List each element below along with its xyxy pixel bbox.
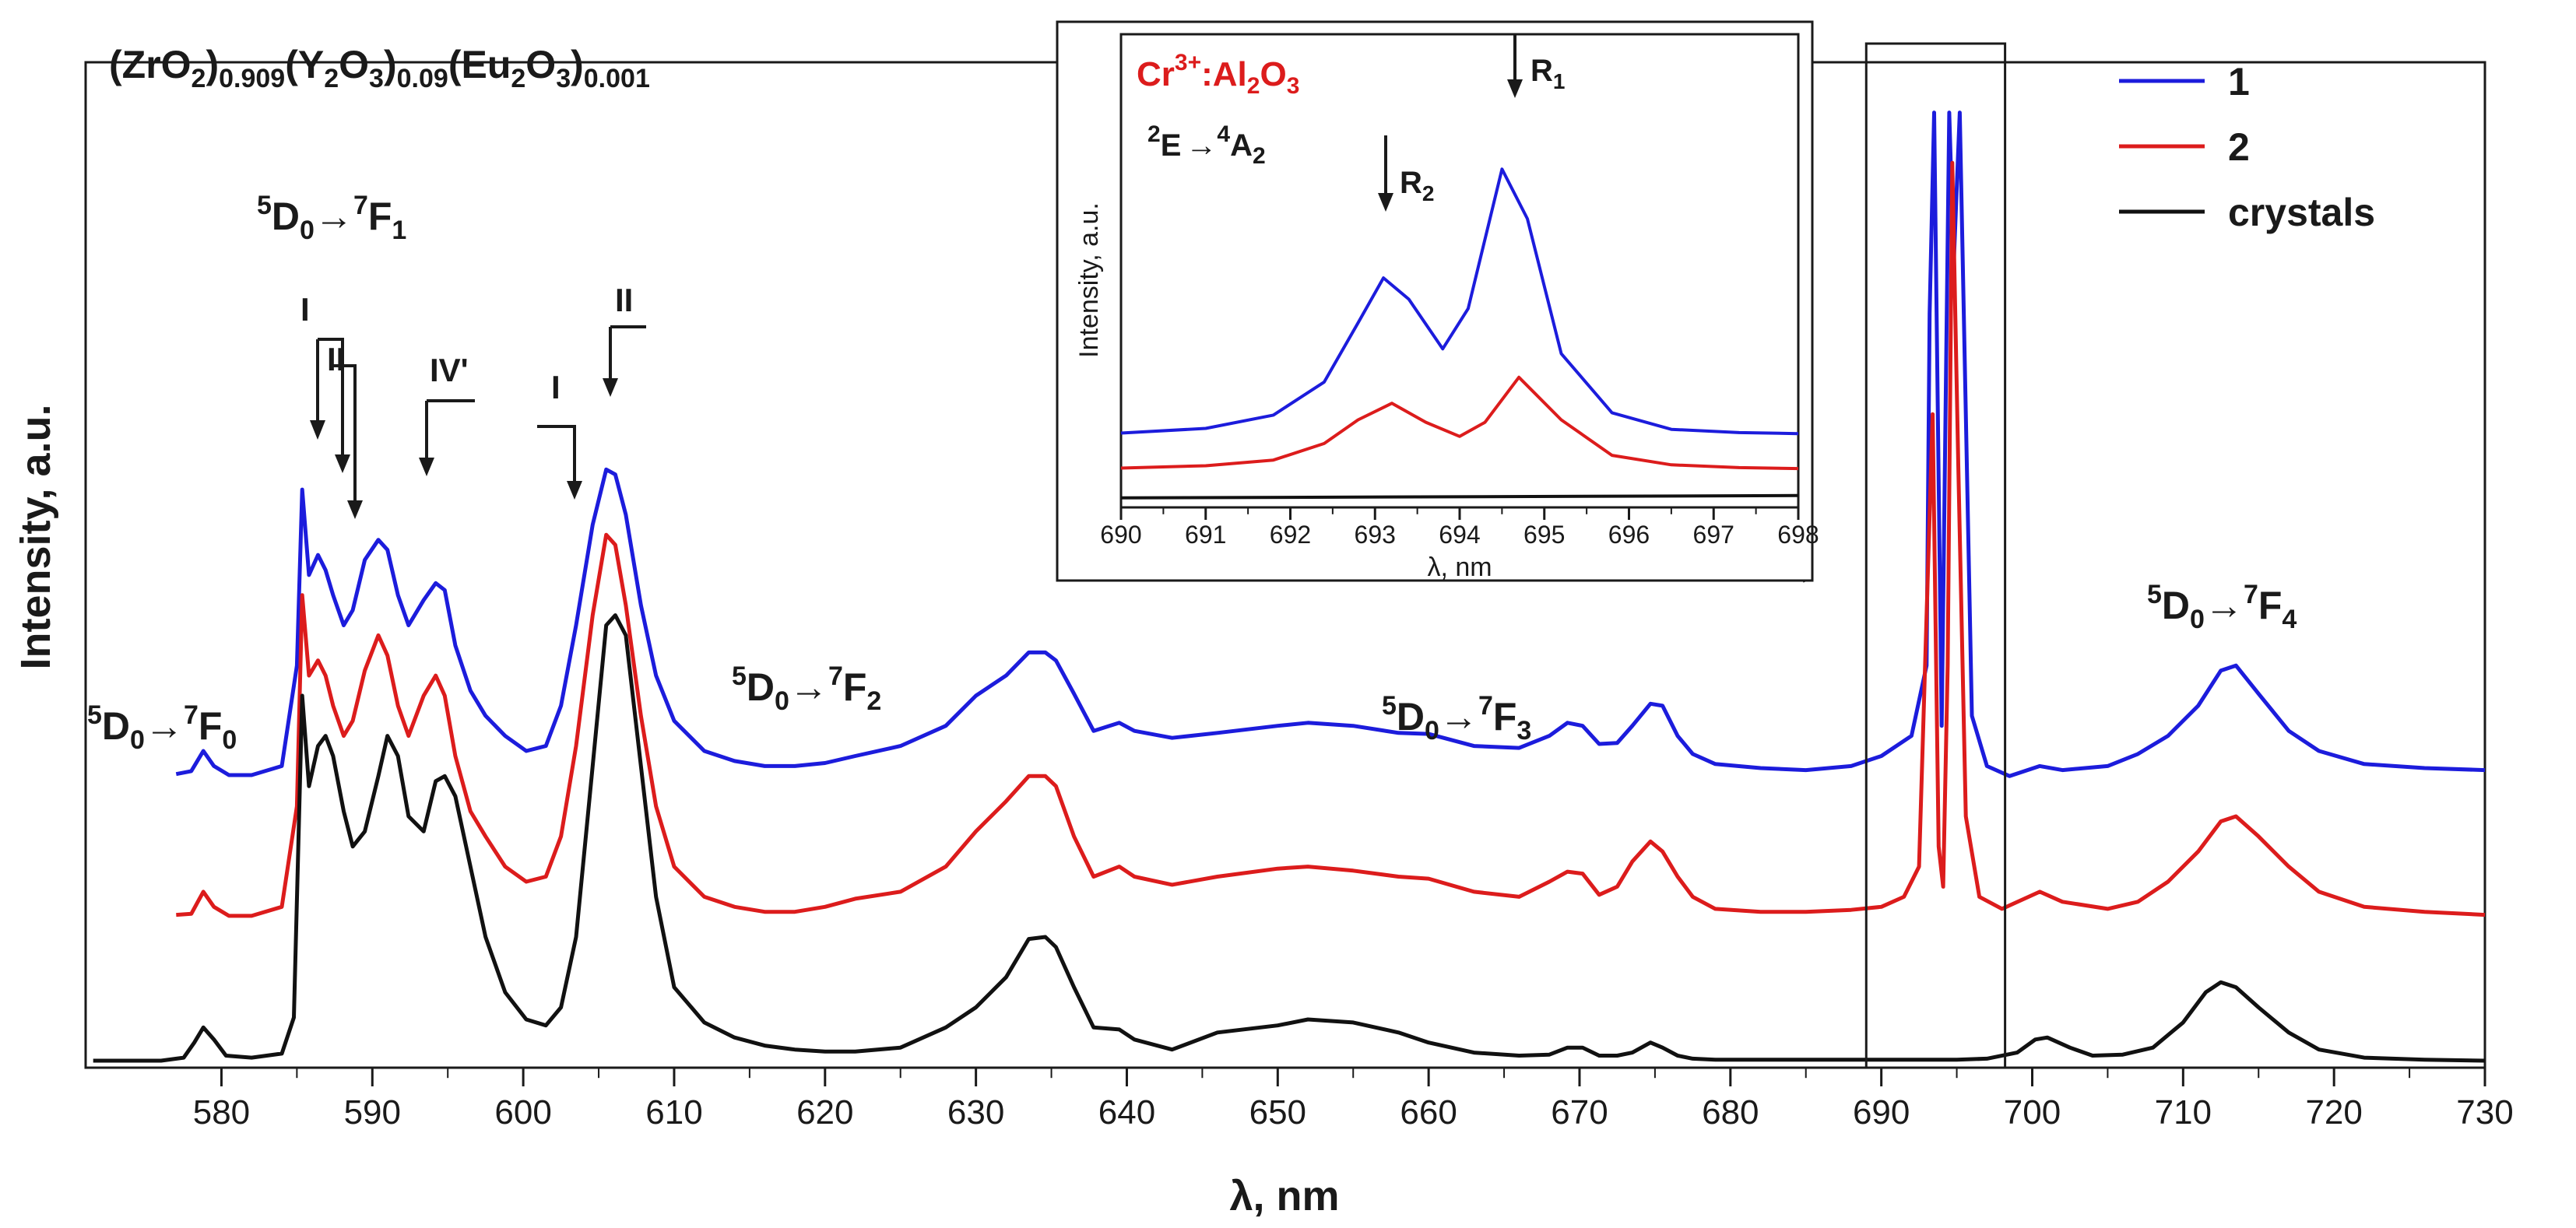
main-x-tick-label-680: 680: [1702, 1093, 1759, 1132]
site-ii-arrowhead-f1: [347, 500, 363, 519]
site-i-arrowhead-f2: [567, 481, 582, 500]
main-x-tick-label-620: 620: [796, 1093, 853, 1132]
main-x-tick-label-650: 650: [1249, 1093, 1306, 1132]
site-ii-label-f1: II: [327, 341, 345, 377]
main-x-tick-label-630: 630: [947, 1093, 1004, 1132]
main-x-tick-label-670: 670: [1551, 1093, 1608, 1132]
main-x-tick-label-730: 730: [2456, 1093, 2513, 1132]
site-i-marker-f2: [537, 425, 576, 482]
inset-x-axis: 690 691 692 693 694 695 696 697 698: [1100, 507, 1819, 549]
main-x-tick-label-660: 660: [1400, 1093, 1457, 1132]
legend-label-1: 1: [2228, 60, 2250, 104]
main-x-tick-label-610: 610: [645, 1093, 702, 1132]
inset-series-2: [1120, 375, 1799, 471]
inset-x-tick-label-697: 697: [1693, 521, 1734, 549]
inset-peak-markers: [1384, 34, 1516, 195]
inset-x-tick-label-696: 696: [1608, 521, 1650, 549]
site-i-bracket-f1: [318, 338, 344, 456]
inset-x-tick-label-694: 694: [1439, 521, 1480, 549]
highlight-box: [1864, 42, 2007, 1069]
legend-label-crystals: crystals: [2228, 191, 2375, 234]
main-x-tick-label-600: 600: [494, 1093, 551, 1132]
annotation-5d0-7f1: 5D0→7F1: [257, 191, 406, 245]
x-axis-label: λ, nm: [1229, 1173, 1339, 1219]
inset-series-1: [1120, 167, 1799, 436]
main-x-tick-label-710: 710: [2155, 1093, 2212, 1132]
inset-x-tick-label-695: 695: [1523, 521, 1565, 549]
inset-series: [1120, 167, 1799, 500]
site-i-arrowhead-f1b: [335, 454, 350, 473]
site-ii-marker-f1: [330, 364, 357, 502]
site-arrowheads: [310, 378, 618, 519]
r2-arrowhead: [1378, 193, 1393, 212]
inset-y-axis-label: Intensity, a.u.: [1074, 202, 1104, 358]
site-iv-label: IV': [430, 352, 469, 388]
site-iv-arrowhead: [419, 458, 434, 476]
site-markers: [316, 325, 646, 502]
main-x-tick-label-590: 590: [344, 1093, 401, 1132]
chart-title: (ZrO2)0.909(Y2O3)0.09(Eu2O3)0.001: [109, 43, 650, 93]
annotation-5d0-7f4: 5D0→7F4: [2147, 580, 2297, 634]
site-ii-arrowhead-f2: [603, 378, 618, 397]
main-series-crystals: [93, 613, 2486, 1063]
inset-x-tick-label-698: 698: [1777, 521, 1819, 549]
site-iv-marker: [425, 399, 475, 459]
annotation-5d0-7f2: 5D0→7F2: [732, 661, 881, 716]
main-series-2: [176, 160, 2486, 918]
inset-x-tick-label-693: 693: [1355, 521, 1396, 549]
inset-x-tick-label-690: 690: [1100, 521, 1141, 549]
legend-label-2: 2: [2228, 125, 2250, 169]
site-i-arrowhead-f1: [310, 420, 325, 440]
main-x-tick-label-720: 720: [2305, 1093, 2362, 1132]
annotation-5d0-7f0: 5D0→7F0: [87, 700, 237, 755]
inset-x-tick-label-691: 691: [1185, 521, 1226, 549]
site-i-label-f2: I: [551, 369, 561, 405]
inset-transition-label: 2E →4A2: [1147, 121, 1266, 169]
y-axis-label: Intensity, a.u.: [12, 404, 59, 669]
main-x-tick-label-690: 690: [1853, 1093, 1910, 1132]
r2-label: R2: [1400, 166, 1434, 205]
inset-x-tick-label-692: 692: [1270, 521, 1311, 549]
main-series-1: [175, 111, 2486, 778]
r1-arrowhead: [1507, 79, 1523, 98]
main-x-axis: 580 590 600 610 620 630 640 650 660 670 680 690 700 7…: [193, 1068, 2514, 1132]
main-series: [93, 111, 2486, 1063]
legend: 1 2 crystals: [2119, 60, 2375, 234]
r1-label: R1: [1530, 54, 1565, 93]
annotation-5d0-7f3: 5D0→7F3: [1382, 691, 1531, 746]
main-x-tick-label-700: 700: [2004, 1093, 2061, 1132]
main-x-tick-label-640: 640: [1098, 1093, 1155, 1132]
site-i-label-f1: I: [300, 291, 310, 328]
site-ii-marker-f2: [609, 325, 646, 380]
inset-x-axis-label: λ, nm: [1427, 553, 1492, 582]
site-ii-label-f2: II: [615, 282, 633, 318]
inset-background: [1056, 20, 1814, 582]
main-x-tick-label-580: 580: [193, 1093, 250, 1132]
inset-series-crystals: [1120, 493, 1799, 500]
inset-title: Cr3+:Al2O3: [1137, 50, 1299, 99]
